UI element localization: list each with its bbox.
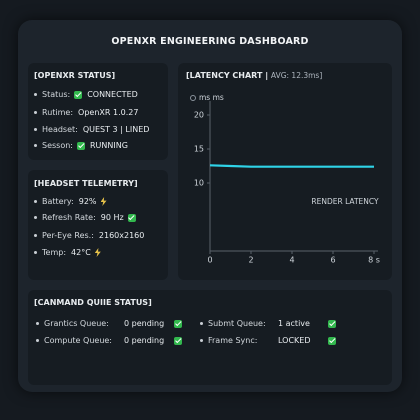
bullet bbox=[36, 322, 39, 325]
row-value: 90 Hz bbox=[100, 213, 124, 222]
row-label: Frame Sync: bbox=[208, 336, 258, 345]
x-tick-label: 0 bbox=[207, 256, 212, 265]
bullet bbox=[34, 234, 37, 237]
bullet bbox=[34, 251, 37, 254]
status-row: Temp: 42°C bbox=[34, 248, 101, 257]
line-series bbox=[209, 164, 374, 168]
status-row: Status: CONNECTED bbox=[34, 90, 138, 99]
status-row: Compute Queue: 0 pending bbox=[36, 336, 182, 345]
row-label: Refresh Rate: bbox=[42, 213, 96, 222]
panel-title: [HEADSET TELEMETRY] bbox=[34, 179, 138, 188]
check-icon bbox=[77, 141, 85, 150]
x-tick-label: 6 bbox=[330, 256, 335, 265]
bolt-icon bbox=[94, 248, 101, 257]
chart-title-text: [LATENCY CHART | bbox=[186, 71, 269, 80]
check-icon bbox=[127, 213, 136, 222]
status-row: Grantics Queue: 0 pending bbox=[36, 319, 182, 328]
row-label: Battery: bbox=[42, 197, 74, 206]
row-value: 2160x2160 bbox=[98, 231, 145, 240]
row-label: Status: bbox=[42, 90, 71, 99]
status-panel: [OPENXR STATUS] bbox=[28, 63, 168, 160]
y-tick-label: 15 bbox=[194, 145, 204, 154]
check-icon bbox=[74, 90, 83, 99]
status-row: Refresh Rate: 90 Hz bbox=[34, 213, 136, 222]
row-label: Headset: bbox=[42, 125, 78, 134]
panel-title: [OPENXR STATUS] bbox=[34, 71, 116, 80]
row-value: 0 pending bbox=[124, 336, 165, 345]
status-row: Headset: QUEST 3 | LINED bbox=[34, 125, 149, 134]
row-label: Per-Eye Res.: bbox=[42, 231, 94, 240]
chart-panel: [LATENCY CHART | AVG: 12.3ms] ms ms 10 15… bbox=[178, 63, 392, 280]
bullet bbox=[34, 200, 37, 203]
x-tick-label: 2 bbox=[248, 256, 253, 265]
bullet bbox=[36, 339, 39, 342]
status-row: Frame Sync: LOCKED bbox=[200, 336, 336, 345]
row-value: RUNNING bbox=[90, 141, 128, 150]
x-tick-label: 8 s bbox=[368, 256, 380, 265]
axis-icon bbox=[190, 95, 196, 101]
legend-label: RENDER LATENCY bbox=[311, 197, 379, 206]
bullet bbox=[34, 128, 37, 131]
row-value: LOCKED bbox=[278, 336, 311, 345]
panel-title: [CANMAND QUIIE STATUS] bbox=[34, 298, 152, 307]
bullet bbox=[200, 322, 203, 325]
row-label: Grantics Queue: bbox=[44, 319, 109, 328]
status-row: Sesson: RUNNING bbox=[34, 141, 128, 150]
y-axis-label: ms ms bbox=[199, 93, 224, 102]
chart-subtitle: AVG: 12.3ms] bbox=[270, 71, 323, 80]
x-tick-label: 4 bbox=[289, 256, 294, 265]
latency-chart: ms ms 10 15 20 0 2 4 6 8 s RENDER LATENCY bbox=[190, 93, 380, 265]
telemetry-panel: [HEADSET TELEMETRY] bbox=[28, 170, 168, 280]
y-tick-label: 20 bbox=[194, 111, 204, 120]
status-row: Per-Eye Res.: 2160x2160 bbox=[34, 231, 144, 240]
row-value: 1 active bbox=[278, 319, 310, 328]
bullet bbox=[34, 93, 37, 96]
check-icon bbox=[328, 336, 336, 345]
row-label: Compute Queue: bbox=[44, 336, 112, 345]
chart-title: [LATENCY CHART | AVG: 12.3ms] bbox=[186, 71, 322, 80]
bullet bbox=[34, 216, 37, 219]
bullet bbox=[200, 339, 203, 342]
row-label: Sesson: bbox=[42, 141, 73, 150]
check-icon bbox=[174, 336, 182, 345]
bolt-icon bbox=[100, 197, 107, 206]
page-title: OPENXR ENGINEERING DASHBOARD bbox=[111, 36, 309, 47]
row-label: Rutime: bbox=[42, 108, 74, 117]
row-label: Submt Queue: bbox=[208, 319, 266, 328]
row-value: 92% bbox=[78, 197, 97, 206]
row-value: QUEST 3 | LINED bbox=[82, 125, 150, 134]
check-icon bbox=[328, 319, 336, 328]
bullet bbox=[34, 111, 37, 114]
row-value: 42°C bbox=[71, 248, 91, 257]
y-tick-label: 10 bbox=[194, 179, 204, 188]
status-row: Rutime: OpenXR 1.0.27 bbox=[34, 108, 138, 117]
row-label: Temp: bbox=[42, 248, 67, 257]
row-value: CONNECTED bbox=[87, 90, 138, 99]
status-row: Submt Queue: 1 active bbox=[200, 319, 336, 328]
status-row: Battery: 92% bbox=[34, 197, 107, 206]
bullet bbox=[34, 144, 37, 147]
row-value: 0 pending bbox=[124, 319, 165, 328]
check-icon bbox=[174, 319, 182, 328]
row-value: OpenXR 1.0.27 bbox=[78, 108, 139, 117]
